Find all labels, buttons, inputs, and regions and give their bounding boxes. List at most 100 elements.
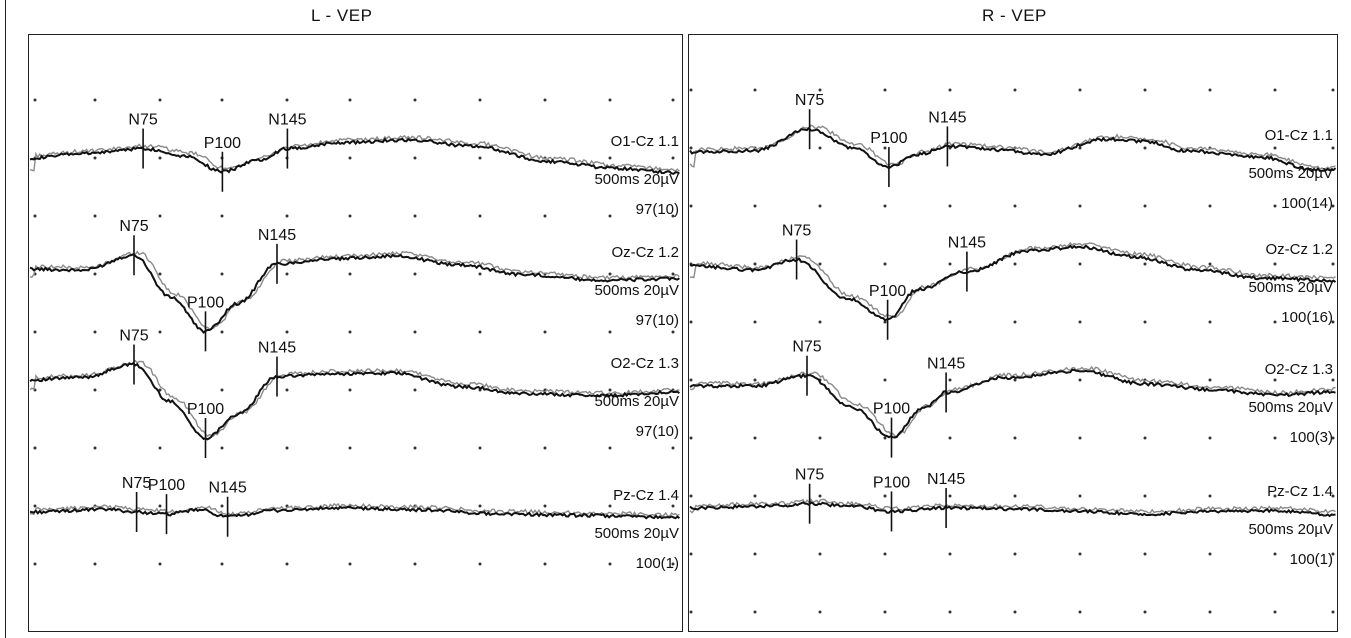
grid-dot xyxy=(1208,378,1212,382)
averaging-count: 97(10) xyxy=(636,312,679,329)
grid-dot xyxy=(33,562,37,566)
grid-dot xyxy=(478,330,482,334)
grid-dot xyxy=(1078,552,1082,556)
grid-dot xyxy=(1078,494,1082,498)
grid-dot xyxy=(608,446,612,450)
grid-dot xyxy=(948,610,952,614)
peak-label: P100 xyxy=(873,474,910,491)
grid-dot xyxy=(671,446,675,450)
grid-dot xyxy=(948,378,952,382)
channel-label: O2-Cz 1.3 xyxy=(1265,361,1333,378)
grid-dot xyxy=(753,610,757,614)
grid-dot xyxy=(93,272,97,276)
grid-dot xyxy=(818,436,822,440)
trace-line-secondary xyxy=(29,502,680,518)
grid-dot xyxy=(93,330,97,334)
grid-dot xyxy=(689,146,693,150)
grid-dot xyxy=(1208,88,1212,92)
grid-dot xyxy=(1143,204,1147,208)
grid-dot xyxy=(1331,204,1335,208)
grid-dot xyxy=(948,262,952,266)
grid-dot xyxy=(1273,204,1277,208)
peak-label: P100 xyxy=(187,294,224,311)
panel-right-frame xyxy=(688,34,1338,632)
grid-dot xyxy=(220,214,224,218)
peak-label: N145 xyxy=(927,355,965,372)
grid-dot xyxy=(818,204,822,208)
peak-label: N145 xyxy=(928,109,966,126)
grid-dot xyxy=(1078,204,1082,208)
grid-dot xyxy=(543,562,547,566)
grid-dot xyxy=(413,330,417,334)
grid-dot xyxy=(818,552,822,556)
grid-dot xyxy=(285,214,289,218)
peak-label: N145 xyxy=(208,480,246,497)
grid-dot xyxy=(543,446,547,450)
grid-dot xyxy=(220,504,224,508)
grid-dot xyxy=(689,204,693,208)
grid-dot xyxy=(93,446,97,450)
grid-dot xyxy=(753,204,757,208)
grid-dot xyxy=(348,272,352,276)
grid-dot xyxy=(543,330,547,334)
grid-dot xyxy=(1208,262,1212,266)
grid-dot xyxy=(1208,494,1212,498)
grid-dot xyxy=(33,446,37,450)
grid-dot xyxy=(608,156,612,160)
grid-dot xyxy=(1143,494,1147,498)
peak-label: N75 xyxy=(795,467,824,484)
grid-dot xyxy=(1143,146,1147,150)
averaging-count: 97(10) xyxy=(636,423,679,440)
grid-dot xyxy=(608,562,612,566)
grid-dot xyxy=(883,610,887,614)
trace-line-primary xyxy=(689,368,1336,439)
trace-line-secondary xyxy=(689,124,1336,170)
grid-dot xyxy=(158,98,162,102)
grid-dot xyxy=(883,494,887,498)
peak-label: N75 xyxy=(792,339,821,356)
grid-dot xyxy=(348,330,352,334)
grid-dot xyxy=(478,98,482,102)
panel-title-left: L - VEP xyxy=(311,6,373,25)
peak-label: N75 xyxy=(782,223,811,240)
scale-label: 500ms 20µV xyxy=(1248,165,1333,182)
grid-dot xyxy=(158,156,162,160)
grid-dot xyxy=(1013,320,1017,324)
grid-dot xyxy=(1078,378,1082,382)
trace-line-secondary xyxy=(29,250,680,330)
grid-dot xyxy=(1078,146,1082,150)
grid-dot xyxy=(818,320,822,324)
grid-dot xyxy=(883,262,887,266)
grid-dot xyxy=(1013,88,1017,92)
grid-dot xyxy=(1208,552,1212,556)
grid-dot xyxy=(1273,262,1277,266)
grid-dot xyxy=(1273,552,1277,556)
channel-label: O2-Cz 1.3 xyxy=(611,355,679,372)
grid-dot xyxy=(413,446,417,450)
peak-label: N75 xyxy=(122,475,151,492)
grid-dot xyxy=(948,494,952,498)
grid-dot xyxy=(1013,610,1017,614)
grid-dot xyxy=(753,494,757,498)
grid-dot xyxy=(1013,436,1017,440)
panel-title-right: R - VEP xyxy=(982,6,1047,25)
averaging-count: 100(16) xyxy=(1281,309,1333,326)
grid-dot xyxy=(1331,610,1335,614)
grid-dot xyxy=(1013,552,1017,556)
grid-dot xyxy=(948,88,952,92)
trace-line-primary xyxy=(689,126,1337,173)
grid-dot xyxy=(93,98,97,102)
channel-label: Pz-Cz 1.4 xyxy=(613,487,679,504)
peak-label: P100 xyxy=(204,135,241,152)
grid-dot xyxy=(608,214,612,218)
grid-dot xyxy=(671,214,675,218)
grid-dot xyxy=(1143,88,1147,92)
grid-dot xyxy=(608,504,612,508)
grid-dot xyxy=(1208,436,1212,440)
grid-dot xyxy=(1143,320,1147,324)
grid-dot xyxy=(1078,262,1082,266)
grid-dot xyxy=(948,552,952,556)
grid-dot xyxy=(33,98,37,102)
grid-dot xyxy=(671,562,675,566)
peak-label: N145 xyxy=(948,235,986,252)
